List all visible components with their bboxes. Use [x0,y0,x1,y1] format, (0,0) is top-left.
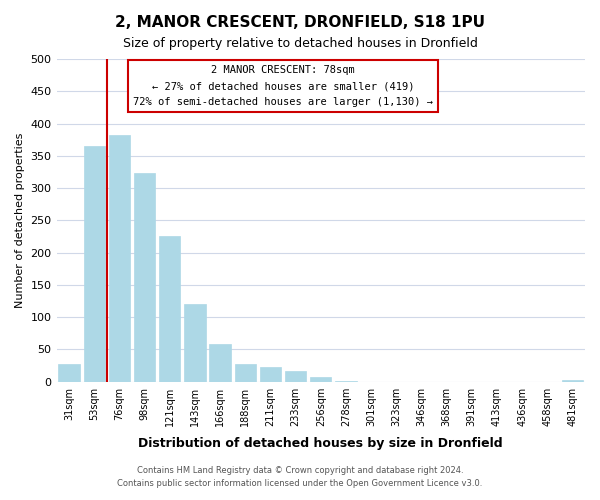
Bar [134,173,155,382]
Bar [109,134,130,382]
Y-axis label: Number of detached properties: Number of detached properties [15,132,25,308]
X-axis label: Distribution of detached houses by size in Dronfield: Distribution of detached houses by size … [139,437,503,450]
Bar [310,377,331,382]
Bar [335,381,356,382]
Text: Contains HM Land Registry data © Crown copyright and database right 2024.
Contai: Contains HM Land Registry data © Crown c… [118,466,482,487]
Bar [83,146,105,382]
Bar [260,367,281,382]
Bar [159,236,181,382]
Bar [184,304,206,382]
Bar [209,344,231,382]
Bar [235,364,256,382]
Text: 2, MANOR CRESCENT, DRONFIELD, S18 1PU: 2, MANOR CRESCENT, DRONFIELD, S18 1PU [115,15,485,30]
Text: 2 MANOR CRESCENT: 78sqm
← 27% of detached houses are smaller (419)
72% of semi-d: 2 MANOR CRESCENT: 78sqm ← 27% of detache… [133,66,433,106]
Bar [562,380,583,382]
Bar [58,364,80,382]
Bar [285,370,307,382]
Text: Size of property relative to detached houses in Dronfield: Size of property relative to detached ho… [122,38,478,51]
